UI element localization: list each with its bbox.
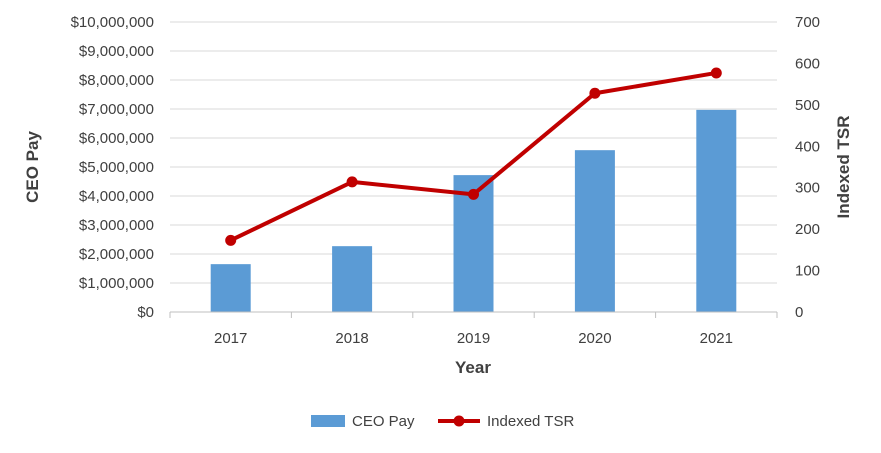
y-left-tick-label: $7,000,000 (79, 101, 154, 118)
y-right-tick-label: 0 (795, 304, 803, 321)
y-left-tick-label: $1,000,000 (79, 275, 154, 292)
gridlines (170, 21, 777, 284)
y-left-tick-label: $4,000,000 (79, 188, 154, 205)
legend-label-ceo-pay: CEO Pay (352, 413, 415, 430)
y-left-tick-label: $3,000,000 (79, 217, 154, 234)
line-point (710, 67, 722, 79)
line-point (346, 176, 358, 188)
x-axis-title: Year (455, 358, 491, 377)
legend-marker-indexed-tsr (453, 415, 465, 427)
x-tick-label: 2018 (335, 330, 368, 347)
y-left-tick-label: $0 (137, 304, 154, 321)
x-tick-label: 2021 (700, 330, 733, 347)
y-right-tick-label: 700 (795, 14, 820, 31)
y-right-tick-label: 400 (795, 138, 820, 155)
legend-label-indexed-tsr: Indexed TSR (487, 413, 574, 430)
y-left-tick-label: $8,000,000 (79, 72, 154, 89)
y-axis-left-title: CEO Pay (23, 131, 42, 203)
line-indexed-tsr (225, 67, 722, 246)
y-left-tick-label: $5,000,000 (79, 159, 154, 176)
y-axis-left: $0 $1,000,000 $2,000,000 $3,000,000 $4,000,0… (71, 14, 154, 321)
legend-swatch-ceo-pay (311, 415, 345, 427)
y-left-tick-label: $10,000,000 (71, 14, 154, 31)
y-right-tick-label: 500 (795, 97, 820, 114)
x-axis: 2017 2018 2019 2020 2021 (169, 311, 778, 347)
bar (210, 264, 251, 312)
y-right-tick-label: 200 (795, 221, 820, 238)
y-right-tick-label: 100 (795, 263, 820, 280)
y-axis-right: 0 100 200 300 400 500 600 700 (795, 14, 820, 321)
x-tick-label: 2017 (214, 330, 247, 347)
line-point (589, 87, 601, 99)
x-tick-label: 2019 (457, 330, 490, 347)
y-left-tick-label: $2,000,000 (79, 246, 154, 263)
y-left-tick-label: $9,000,000 (79, 43, 154, 60)
y-right-tick-label: 600 (795, 55, 820, 72)
line-point (225, 234, 237, 246)
bars-ceo-pay (210, 109, 737, 313)
y-right-tick-label: 300 (795, 180, 820, 197)
x-tick-label: 2020 (578, 330, 611, 347)
legend: CEO Pay Indexed TSR (311, 413, 574, 430)
bar (696, 109, 737, 313)
line-point (468, 188, 479, 200)
bar (574, 150, 615, 312)
y-left-tick-label: $6,000,000 (79, 130, 154, 147)
bar (332, 246, 373, 312)
y-axis-right-title: Indexed TSR (834, 116, 853, 219)
